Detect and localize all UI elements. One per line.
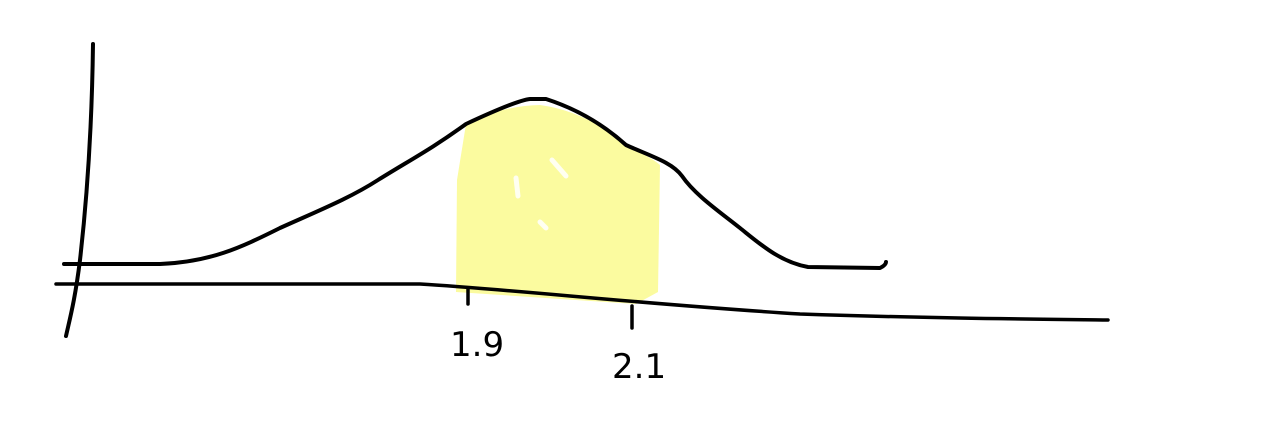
x-axis — [54, 282, 1110, 322]
shaded-probability-region — [456, 105, 660, 304]
tick-label-1-9: 1.9 — [450, 325, 504, 365]
tick-label-2-1: 2.1 — [612, 347, 666, 387]
bell-curve — [62, 97, 888, 270]
y-axis — [64, 42, 95, 338]
shade-highlight — [513, 157, 569, 231]
